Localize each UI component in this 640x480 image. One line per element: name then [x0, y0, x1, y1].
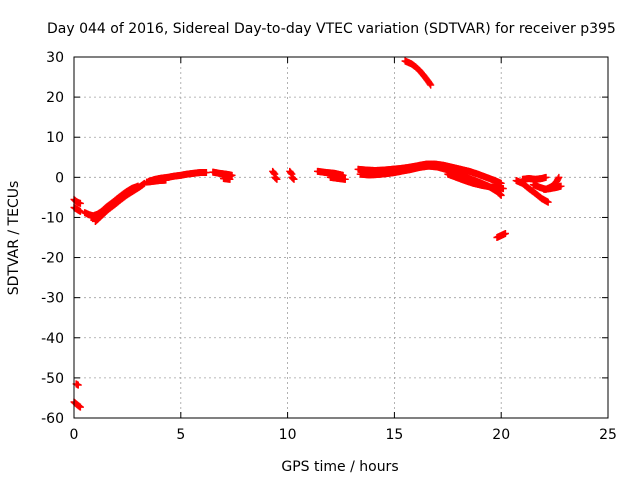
- data-point: [226, 175, 234, 183]
- grid-lines: [74, 57, 608, 418]
- data-series-seg-9: [269, 167, 281, 183]
- data-point: [76, 403, 84, 411]
- y-tick-label: 10: [46, 130, 64, 146]
- data-point: [426, 80, 434, 88]
- x-tick-label: 15: [385, 427, 403, 443]
- data-series-seg-7: [143, 176, 170, 186]
- data-point: [113, 197, 121, 205]
- axis-ticks: [73, 56, 609, 419]
- data-point: [557, 182, 565, 190]
- data-point: [273, 175, 281, 183]
- y-tick-label: 0: [55, 170, 64, 186]
- data-point: [497, 191, 505, 199]
- data-point: [499, 185, 507, 193]
- data-series-seg-11: [314, 167, 349, 183]
- data-point: [162, 176, 170, 184]
- y-tick-label: 30: [46, 50, 64, 66]
- data-series-seg-8: [209, 168, 236, 183]
- data-series-seg-10: [286, 167, 298, 183]
- data-point: [554, 175, 562, 183]
- data-series-seg-18: [519, 173, 550, 183]
- x-tick-label: 20: [492, 427, 510, 443]
- data-point: [290, 175, 298, 183]
- y-tick-label: -10: [41, 210, 64, 226]
- x-tick-label: 0: [70, 427, 79, 443]
- x-tick-labels: 0 5 10 15 20 25: [70, 427, 617, 443]
- data-series-seg-20: [540, 182, 565, 193]
- chart-title: Day 044 of 2016, Sidereal Day-to-day VTE…: [47, 21, 616, 37]
- data-series-seg-22: [70, 398, 84, 411]
- y-tick-labels: 30 20 10 0 -10 -20 -30 -40 -50 -60: [41, 50, 64, 427]
- data-point: [76, 199, 84, 207]
- x-tick-label: 10: [279, 427, 297, 443]
- data-point: [542, 173, 550, 181]
- y-tick-label: -20: [41, 251, 64, 267]
- data-series-seg-15: [401, 57, 435, 89]
- plot-frame: [73, 56, 609, 419]
- data-point: [427, 81, 435, 89]
- data-point: [202, 169, 210, 177]
- data-series-seg-14: [444, 170, 507, 193]
- x-tick-label: 25: [599, 427, 617, 443]
- data-point: [555, 173, 563, 181]
- y-tick-label: -60: [41, 411, 64, 427]
- x-tick-label: 5: [176, 427, 185, 443]
- data-point: [270, 169, 278, 177]
- y-tick-label: -40: [41, 331, 64, 347]
- data-series-seg-16: [493, 229, 509, 241]
- y-axis-label: SDTVAR / TECUs: [6, 181, 22, 296]
- y-tick-label: 20: [46, 90, 64, 106]
- data-point: [341, 175, 349, 183]
- x-axis-label: GPS time / hours: [281, 459, 398, 475]
- data-points: [70, 57, 565, 411]
- data-point: [501, 229, 509, 237]
- data-point: [544, 198, 552, 206]
- data-point: [74, 381, 82, 389]
- data-series-seg-17: [512, 177, 552, 206]
- data-series-seg-5: [87, 197, 121, 221]
- y-tick-label: -50: [41, 371, 64, 387]
- data-point: [287, 169, 295, 177]
- data-point: [76, 207, 84, 215]
- y-tick-label: -30: [41, 291, 64, 307]
